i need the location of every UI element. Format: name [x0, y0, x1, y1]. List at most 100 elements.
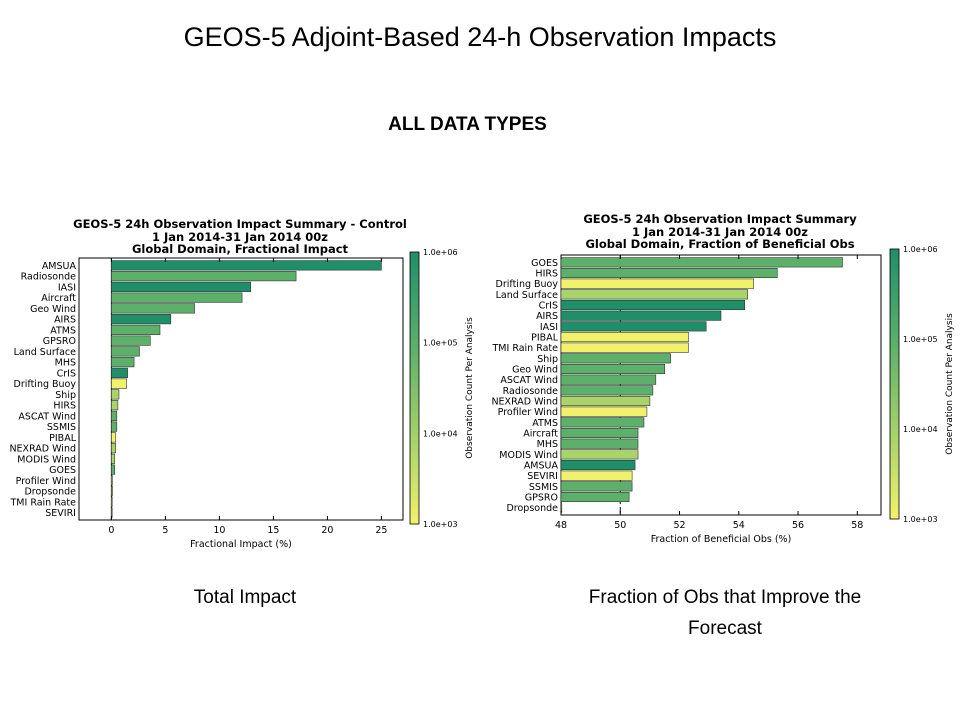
bar	[560, 449, 639, 460]
category-label: MHS	[537, 439, 558, 450]
bar	[560, 438, 639, 449]
bar	[560, 299, 746, 311]
category-label: Aircraft	[41, 293, 76, 304]
category-label: ATMS	[50, 325, 76, 336]
total-impact-chart: GEOS-5 24h Observation Impact Summary - …	[9, 217, 475, 550]
bar	[560, 331, 689, 343]
x-tick-label: 50	[614, 520, 626, 531]
bar	[111, 271, 297, 282]
chart-subtitle: 1 Jan 2014-31 Jan 2014 00z	[632, 225, 808, 239]
bar	[111, 410, 118, 421]
category-label: CrIS	[57, 368, 76, 379]
category-label: Radiosonde	[21, 272, 77, 283]
bar	[111, 389, 120, 400]
category-label: HIRS	[535, 269, 558, 280]
category-label: SSMIS	[47, 422, 76, 433]
bar	[560, 289, 748, 300]
x-tick-label: 10	[213, 525, 225, 536]
x-tick-label: 25	[375, 525, 387, 536]
bar	[560, 374, 657, 385]
colorbar-tick-label: 1.0e+03	[423, 520, 458, 529]
category-label: GPSRO	[43, 336, 76, 347]
chart-subtitle: Global Domain, Fractional Impact	[132, 242, 349, 256]
slide-title: GEOS-5 Adjoint-Based 24-h Observation Im…	[183, 22, 777, 52]
bar	[560, 459, 636, 471]
bar	[560, 310, 722, 321]
bar	[111, 314, 172, 325]
category-label: GPSRO	[525, 493, 558, 504]
bar	[560, 385, 654, 396]
colorbar-tick-label: 1.0e+06	[423, 248, 458, 257]
category-label: AIRS	[536, 311, 558, 322]
bar	[111, 475, 113, 486]
colorbar-label: Observation Count Per Analysis	[465, 317, 475, 459]
colorbar-tick-label: 1.0e+04	[423, 429, 458, 438]
bar	[111, 367, 128, 378]
bar	[111, 378, 127, 389]
bar	[111, 281, 252, 292]
bar	[560, 417, 645, 428]
bar	[111, 303, 195, 314]
caption-total-impact: Total Impact	[193, 587, 297, 608]
category-label: AMSUA	[42, 261, 77, 272]
x-tick-label: 56	[792, 520, 804, 531]
category-label: CrIS	[539, 301, 558, 312]
category-label: IASI	[540, 322, 558, 333]
bar	[111, 432, 117, 443]
colorbar	[889, 248, 900, 520]
category-label: NEXRAD Wind	[491, 397, 558, 408]
category-label: Geo Wind	[30, 304, 76, 315]
x-tick-label: 52	[673, 520, 685, 531]
category-label: TMI Rain Rate	[492, 343, 559, 354]
category-label: PIBAL	[531, 333, 559, 344]
category-label: Ship	[537, 354, 558, 365]
bar	[560, 395, 651, 407]
bar	[560, 278, 754, 289]
colorbar-tick-label: 1.0e+06	[903, 245, 938, 254]
colorbar-tick-label: 1.0e+03	[903, 515, 938, 524]
category-label: SSMIS	[529, 482, 558, 493]
x-tick-label: 54	[733, 520, 745, 531]
category-label: ASCAT Wind	[500, 375, 558, 386]
category-label: MHS	[55, 358, 76, 369]
category-label: IASI	[58, 282, 76, 293]
colorbar	[409, 251, 420, 525]
x-tick-label: 48	[555, 520, 567, 531]
bar	[111, 346, 140, 357]
bar	[560, 363, 666, 375]
chart-title: GEOS-5 24h Observation Impact Summary	[583, 212, 857, 226]
bar	[560, 491, 630, 503]
bar	[560, 427, 639, 439]
bar	[560, 342, 689, 353]
bar	[111, 357, 135, 368]
category-label: Ship	[55, 390, 76, 401]
bar	[560, 257, 843, 268]
bar	[560, 321, 707, 332]
category-label: TMI Rain Rate	[10, 497, 77, 508]
chart-subtitle: Global Domain, Fraction of Beneficial Ob…	[585, 237, 854, 251]
category-label: PIBAL	[49, 433, 77, 444]
x-axis-label: Fractional Impact (%)	[190, 539, 292, 550]
bar	[560, 470, 633, 481]
bar	[111, 335, 151, 346]
colorbar-tick-label: 1.0e+05	[903, 335, 938, 344]
category-label: Land Surface	[496, 290, 559, 301]
chart-title: GEOS-5 24h Observation Impact Summary - …	[73, 217, 407, 231]
bar	[111, 292, 243, 303]
bar	[111, 486, 113, 497]
bar	[111, 496, 113, 507]
bar	[560, 406, 648, 417]
colorbar-tick-label: 1.0e+05	[423, 339, 458, 348]
bar	[560, 502, 563, 513]
colorbar-tick-label: 1.0e+04	[903, 425, 938, 434]
category-label: AIRS	[54, 315, 76, 326]
category-label: Profiler Wind	[498, 407, 558, 418]
bar	[560, 353, 671, 364]
category-label: MODIS Wind	[499, 450, 558, 461]
category-label: GOES	[531, 258, 558, 269]
category-label: Dropsonde	[506, 503, 558, 514]
bar	[111, 421, 118, 432]
category-label: Land Surface	[14, 347, 77, 358]
category-label: Profiler Wind	[16, 476, 76, 487]
category-label: Drifting Buoy	[496, 279, 559, 290]
